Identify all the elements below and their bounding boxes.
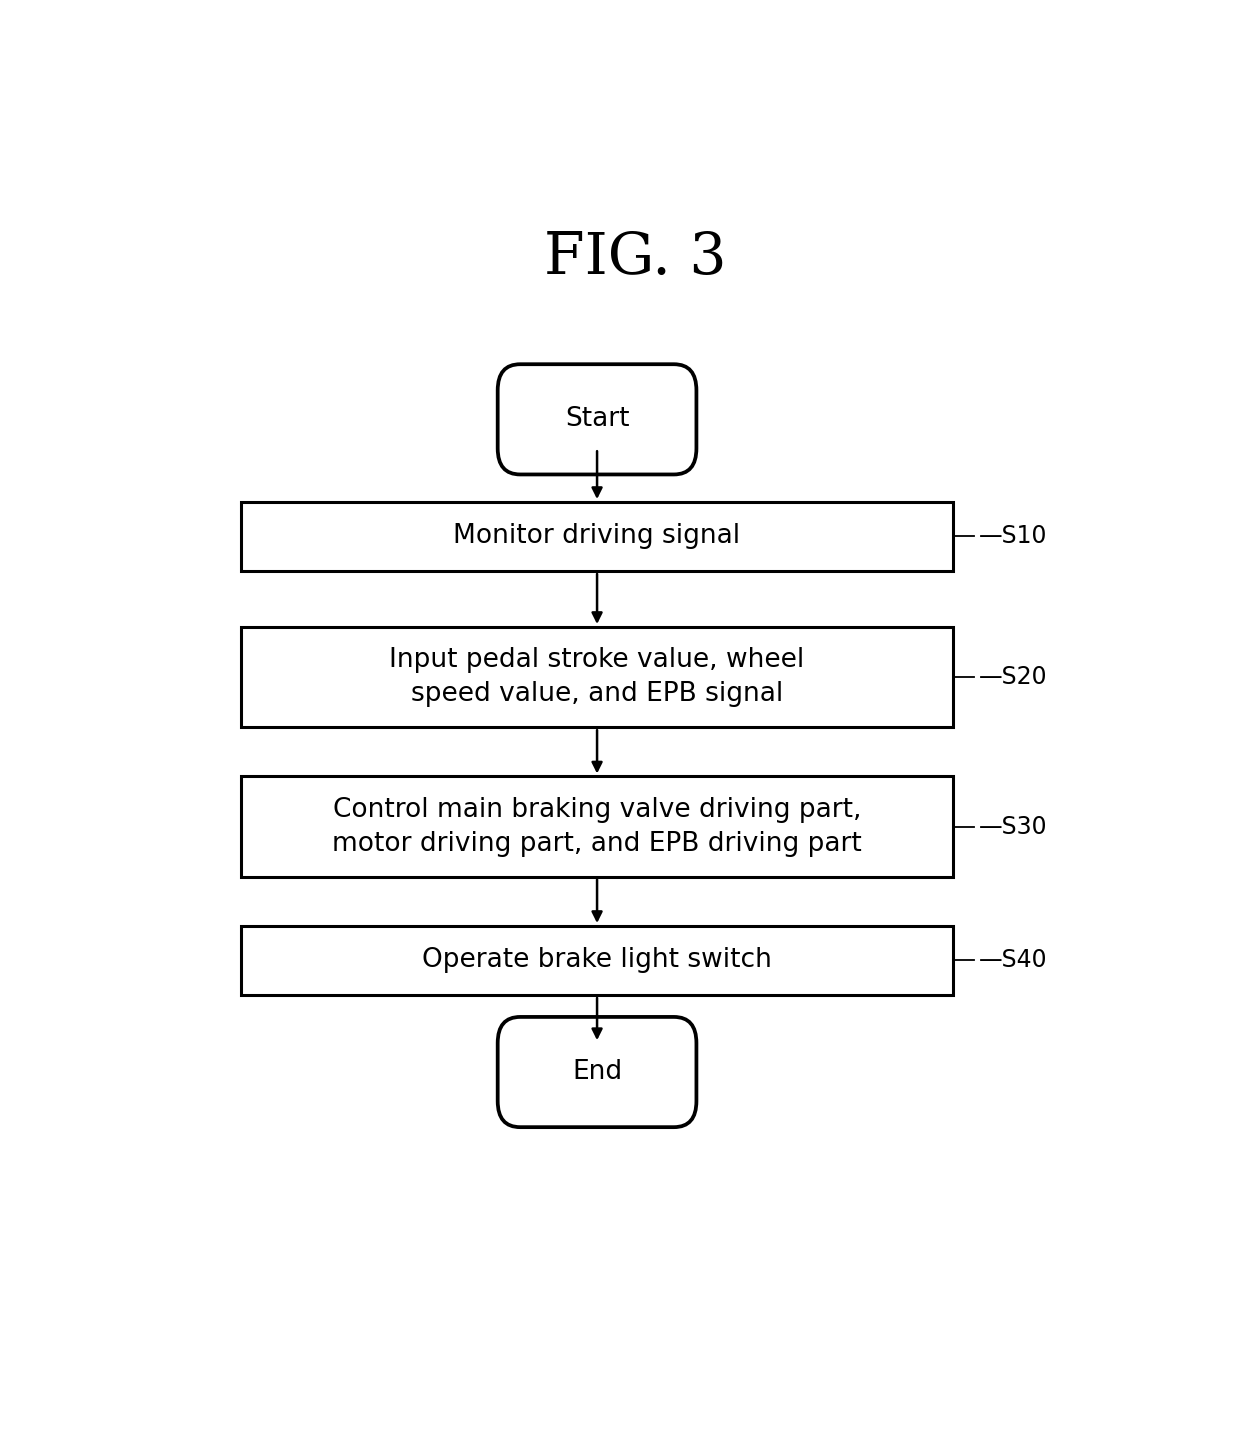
FancyBboxPatch shape [497,1017,697,1127]
Text: —S40: —S40 [978,949,1048,972]
FancyBboxPatch shape [242,627,952,727]
Text: —S30: —S30 [978,814,1048,839]
Text: Input pedal stroke value, wheel
speed value, and EPB signal: Input pedal stroke value, wheel speed va… [389,648,805,707]
Text: —S10: —S10 [978,525,1047,549]
FancyBboxPatch shape [497,364,697,474]
FancyBboxPatch shape [242,777,952,877]
FancyBboxPatch shape [242,501,952,571]
Text: End: End [572,1059,622,1085]
Text: Operate brake light switch: Operate brake light switch [422,948,773,974]
Text: FIG. 3: FIG. 3 [544,229,727,285]
Text: Control main braking valve driving part,
motor driving part, and EPB driving par: Control main braking valve driving part,… [332,797,862,856]
Text: Monitor driving signal: Monitor driving signal [454,523,740,549]
Text: Start: Start [564,406,630,432]
Text: —S20: —S20 [978,665,1048,690]
FancyBboxPatch shape [242,926,952,995]
